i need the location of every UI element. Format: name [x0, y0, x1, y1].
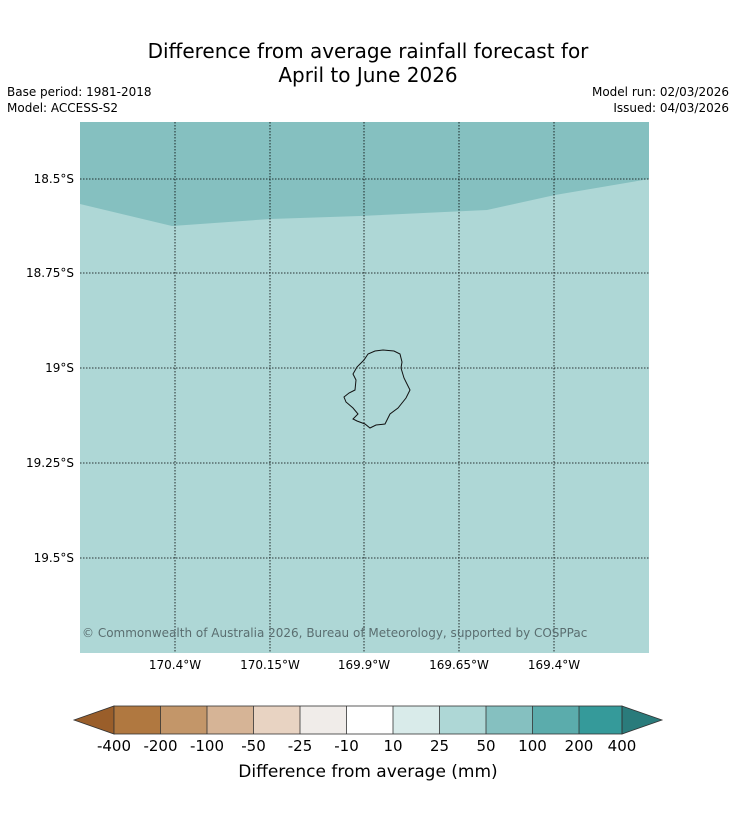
colorbar-tick: 25 [429, 737, 450, 755]
colorbar-tick: -10 [334, 737, 359, 755]
wetter-rainfall-zone [80, 122, 649, 226]
copyright-notice: © Commonwealth of Australia 2026, Bureau… [82, 626, 588, 640]
colorbar-extend-low [72, 705, 115, 735]
colorbar-tick: 100 [518, 737, 547, 755]
colorbar-label: Difference from average (mm) [238, 762, 498, 782]
colorbar-segment [253, 706, 300, 734]
colorbar-tick: -100 [189, 737, 225, 755]
lat-label-19-5: 19.5°S [33, 551, 74, 565]
grid-lines [80, 122, 649, 653]
lon-label-169-65: 169.65°W [429, 658, 489, 672]
colorbar-segment [393, 706, 440, 734]
colorbar-segment [486, 706, 533, 734]
niue-island-outline [343, 349, 411, 429]
colorbar-tick: 400 [607, 737, 637, 755]
colorbar-segment [160, 706, 207, 734]
colorbar-tick: -200 [143, 737, 178, 755]
issued-date: Issued: 04/03/2026 [613, 101, 729, 115]
colorbar-tick: -400 [96, 737, 132, 755]
colorbar [72, 705, 664, 735]
colorbar-segment [300, 706, 347, 734]
title-line-2: April to June 2026 [278, 63, 458, 87]
lon-label-170-15: 170.15°W [240, 658, 300, 672]
colorbar-segment [532, 706, 579, 734]
lon-label-169-9: 169.9°W [337, 658, 391, 672]
colorbar-segment [439, 706, 486, 734]
lon-label-170-4: 170.4°W [148, 658, 202, 672]
model-name: Model: ACCESS-S2 [7, 101, 119, 115]
colorbar-tick: -25 [287, 737, 313, 755]
base-period: Base period: 1981-2018 [7, 85, 152, 99]
colorbar-segment [346, 706, 393, 734]
title-line-1: Difference from average rainfall forecas… [147, 39, 589, 63]
lat-label-19: 19°S [45, 361, 74, 375]
lon-label-169-4: 169.4°W [527, 658, 581, 672]
lat-label-18-5: 18.5°S [33, 172, 74, 186]
colorbar-tick: 10 [383, 737, 403, 755]
colorbar-tick: -50 [241, 737, 266, 755]
colorbar-extend-high [621, 705, 664, 735]
lat-label-18-75: 18.75°S [26, 266, 74, 280]
colorbar-segment [207, 706, 254, 734]
colorbar-segment [114, 706, 161, 734]
model-run: Model run: 02/03/2026 [591, 85, 729, 99]
colorbar-frame [113, 705, 623, 735]
colorbar-tick: 50 [476, 737, 496, 755]
colorbar-tick: 200 [564, 737, 594, 755]
lat-label-19-25: 19.25°S [26, 456, 74, 470]
colorbar-segment [579, 706, 622, 734]
